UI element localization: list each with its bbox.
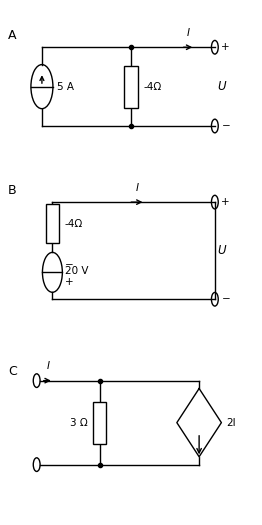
Bar — [93, 402, 106, 444]
Text: 5 A: 5 A — [57, 81, 74, 92]
Text: A: A — [8, 29, 16, 42]
Text: 20 V: 20 V — [65, 266, 89, 276]
Text: B: B — [8, 184, 17, 197]
Text: I: I — [47, 361, 50, 371]
Polygon shape — [177, 388, 221, 457]
Text: -4Ω: -4Ω — [143, 81, 161, 92]
Text: +: + — [221, 197, 230, 207]
Bar — [46, 204, 59, 244]
Text: 2I: 2I — [227, 417, 236, 428]
Text: 3 Ω: 3 Ω — [70, 417, 88, 428]
Text: +: + — [65, 277, 74, 287]
Text: C: C — [8, 365, 17, 378]
Text: −: − — [221, 294, 230, 304]
Bar — [124, 66, 138, 108]
Text: +: + — [221, 42, 230, 52]
Text: U: U — [217, 244, 226, 257]
Text: I: I — [136, 183, 139, 193]
Text: −: − — [221, 121, 230, 131]
Text: I: I — [187, 28, 190, 38]
Text: U: U — [217, 80, 226, 93]
Text: -4Ω: -4Ω — [64, 219, 83, 229]
Text: −: − — [65, 260, 74, 270]
